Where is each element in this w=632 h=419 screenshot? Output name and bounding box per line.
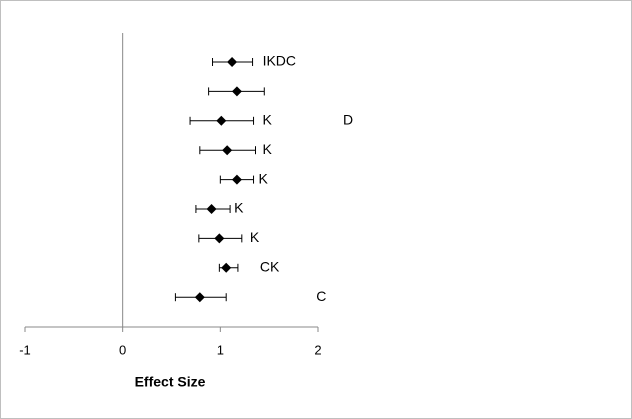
- x-tick-label: -1: [19, 342, 31, 357]
- point: [214, 233, 225, 244]
- row-label: IKDC: [263, 53, 296, 69]
- point: [221, 262, 232, 273]
- row-label: K: [262, 141, 272, 157]
- row-label: C: [316, 288, 326, 304]
- point: [222, 145, 233, 156]
- x-tick-label: 2: [314, 342, 321, 357]
- point: [227, 57, 238, 67]
- x-axis-label: Effect Size: [135, 374, 206, 390]
- x-tick-label: 0: [119, 342, 126, 357]
- row-label: K: [250, 229, 260, 245]
- row-label: K: [234, 200, 244, 216]
- point: [216, 115, 227, 126]
- point: [231, 174, 242, 185]
- point: [194, 292, 205, 303]
- annotation: D: [343, 112, 353, 128]
- point: [231, 86, 242, 97]
- point: [206, 204, 217, 214]
- x-tick-label: 1: [217, 342, 224, 357]
- row-label: CK: [260, 259, 280, 275]
- row-label: K: [259, 170, 269, 186]
- row-label: K: [263, 112, 273, 128]
